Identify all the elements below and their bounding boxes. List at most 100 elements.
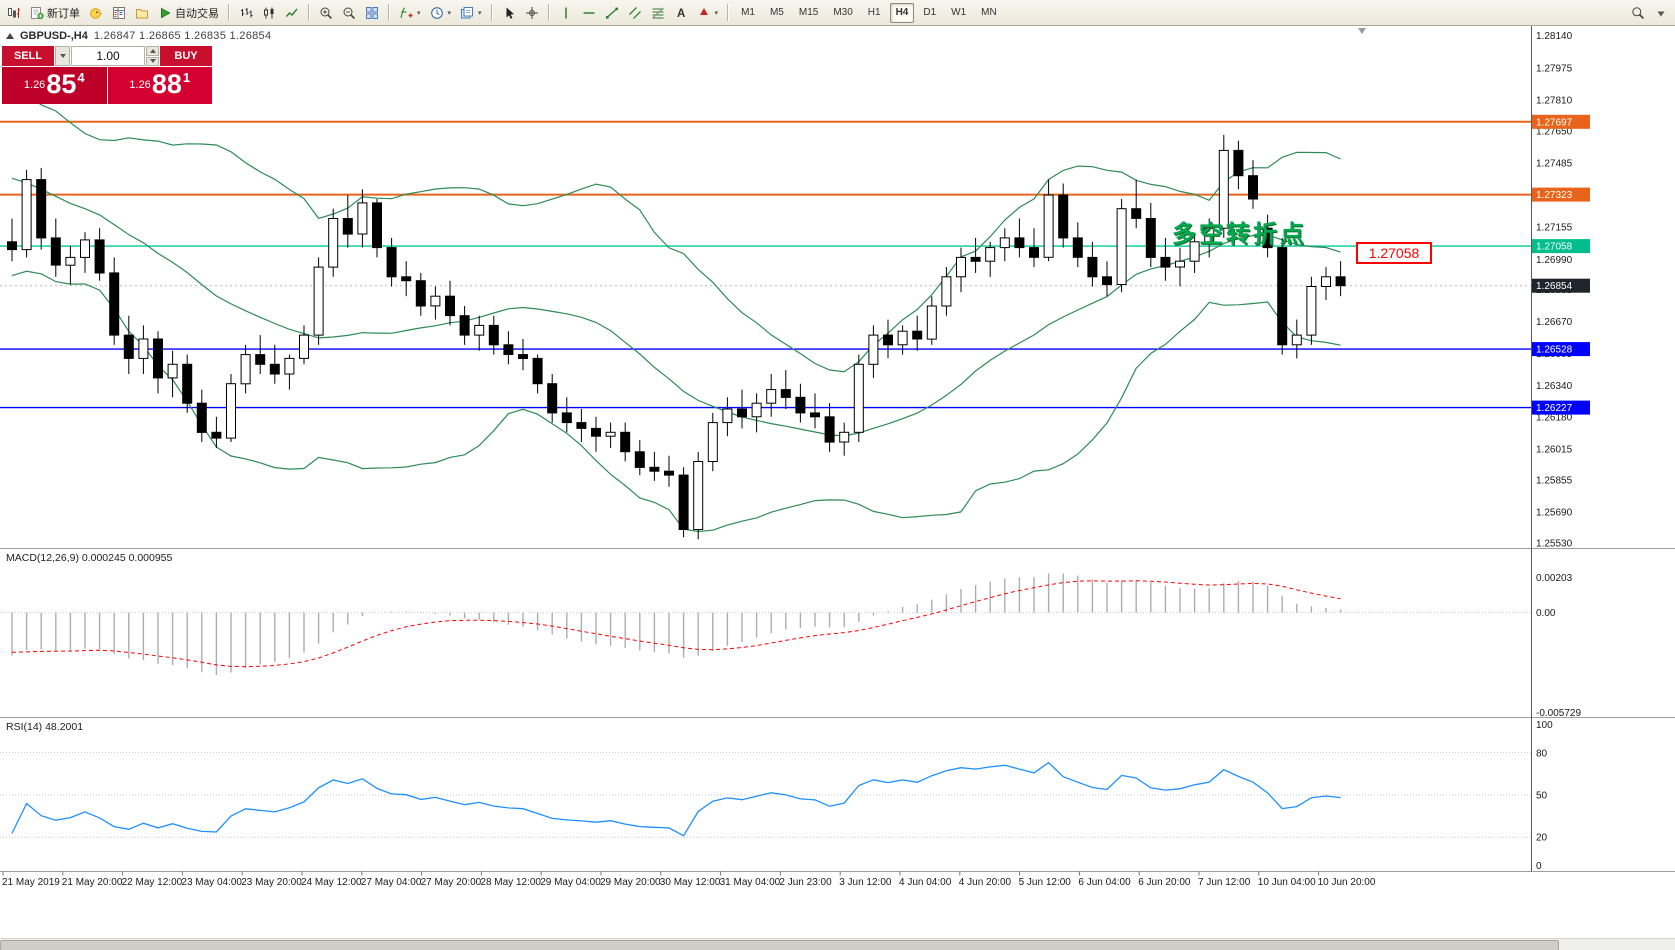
candles-layer xyxy=(7,134,1346,540)
cursor-button[interactable] xyxy=(498,1,520,25)
toolbar-separator xyxy=(727,4,730,21)
time-axis-label: 29 May 20:00 xyxy=(600,877,661,888)
chevron-down-icon xyxy=(59,54,66,58)
axis-price-label-1.27323 xyxy=(1532,187,1590,202)
quick-menu-button[interactable] xyxy=(1650,1,1672,25)
time-axis-label: 21 May 2019 xyxy=(2,877,60,888)
channel-button[interactable] xyxy=(624,1,646,25)
price-tick-label: 1.27155 xyxy=(1536,223,1573,234)
vline-icon xyxy=(564,7,567,18)
templates-button[interactable]: ▾ xyxy=(456,1,486,25)
timeframe-m30-button[interactable]: M30 xyxy=(833,7,853,18)
neworder-icon xyxy=(31,6,44,19)
timeframe-m5-button[interactable]: M5 xyxy=(769,7,784,18)
rsi-scale-label: 80 xyxy=(1536,748,1548,759)
navigator-button[interactable] xyxy=(131,1,153,25)
tile-icon xyxy=(366,6,378,19)
sell-price-box[interactable]: 1.26 85 4 xyxy=(2,67,107,104)
time-axis-label: 22 May 12:00 xyxy=(122,877,183,888)
time-axis-label: 30 May 12:00 xyxy=(660,877,721,888)
toolbar-separator xyxy=(490,4,493,21)
periods-button[interactable]: ▾ xyxy=(426,1,456,25)
chart-shift-marker[interactable] xyxy=(1358,28,1366,34)
price-tick-label: 1.25855 xyxy=(1536,476,1573,487)
navigator-icon xyxy=(136,8,148,18)
rsi-scale-label: 20 xyxy=(1536,833,1548,844)
price-tick-label: 1.25530 xyxy=(1536,539,1573,550)
timeframe-mn-button[interactable]: MN xyxy=(981,7,997,18)
new-chart-button[interactable] xyxy=(3,1,25,25)
chick-icon xyxy=(90,7,103,19)
axis-price-label-text: 1.27697 xyxy=(1536,117,1573,128)
timeframe-d1-button[interactable]: D1 xyxy=(923,7,937,18)
chart-text-annotation[interactable]: 多空转折点 xyxy=(1172,221,1307,248)
chart-window: 1.28140 1.27975 1.27810 1.27650 1.27485 1.273… xyxy=(0,26,1675,938)
rsi-panel xyxy=(0,752,1531,838)
rsi-scale-label: 50 xyxy=(1536,791,1548,802)
buy-price-big: 88 xyxy=(151,69,182,99)
volume-decrease-button[interactable] xyxy=(146,56,159,66)
bar-chart-mode-button[interactable] xyxy=(235,1,257,25)
chevron-up-icon xyxy=(149,48,156,53)
axis-price-label-text: 1.26227 xyxy=(1536,403,1573,414)
axis-price-label-1.27697 xyxy=(1532,114,1590,129)
horizontal-line-button[interactable] xyxy=(578,1,600,25)
search-button[interactable] xyxy=(1627,1,1649,25)
sell-button[interactable]: SELL xyxy=(2,46,54,66)
buy-price-sup: 1 xyxy=(182,70,191,85)
svg-text:A: A xyxy=(677,8,685,20)
rsi-indicator-label: RSI(14) 48.2001 xyxy=(6,721,84,733)
fibonacci-button[interactable] xyxy=(647,1,669,25)
time-axis-label: 31 May 04:00 xyxy=(720,877,781,888)
timeframe-h1-button[interactable]: H1 xyxy=(867,7,881,18)
volume-increase-button[interactable] xyxy=(146,46,159,56)
price-tick-label: 1.27650 xyxy=(1536,127,1573,138)
candlestick-mode-button[interactable] xyxy=(258,1,280,25)
arrow-objects-button[interactable]: ▾ xyxy=(693,1,723,25)
tile-windows-button[interactable] xyxy=(361,1,383,25)
time-axis-label: 2 Jun 23:00 xyxy=(779,877,832,888)
crosshair-icon xyxy=(525,6,538,19)
zoom-out-button[interactable] xyxy=(338,1,360,25)
timeframe-h4-button[interactable]: H4 xyxy=(889,2,915,23)
timeframe-m15-button[interactable]: M15 xyxy=(798,7,819,18)
scrollbar-thumb[interactable] xyxy=(0,940,1559,950)
toolbar-separator xyxy=(388,4,390,21)
volume-input[interactable]: 1.00 xyxy=(71,46,145,66)
time-axis-label: 21 May 20:00 xyxy=(62,877,123,888)
text-label-button[interactable]: A xyxy=(670,1,692,25)
indicators-button[interactable]: ▾ xyxy=(395,1,425,25)
fibo-icon xyxy=(651,7,664,18)
time-axis-label: 28 May 12:00 xyxy=(480,877,541,888)
timeframe-w1-button[interactable]: W1 xyxy=(951,7,967,18)
order-options-dropdown[interactable] xyxy=(55,46,70,66)
market-watch-button[interactable] xyxy=(108,1,130,25)
down-icon xyxy=(1657,11,1665,16)
time-axis-label: 6 Jun 20:00 xyxy=(1138,877,1191,888)
price-callout-box[interactable]: 1.27058 xyxy=(1356,242,1432,264)
price-tick-label: 1.26340 xyxy=(1536,381,1573,392)
mql5-community-button[interactable] xyxy=(85,1,107,25)
trendline-button[interactable] xyxy=(601,1,623,25)
linechart-icon xyxy=(285,8,298,17)
new-order-button[interactable]: 新订单 xyxy=(26,1,84,25)
search-icon xyxy=(1632,6,1645,19)
price-tick-label: 1.26670 xyxy=(1536,317,1573,328)
toolbar-separator xyxy=(547,4,550,21)
buy-price-box[interactable]: 1.26 88 1 xyxy=(107,67,212,104)
autotrading-button[interactable]: 自动交易 xyxy=(154,1,223,25)
time-axis-label: 27 May 04:00 xyxy=(361,877,422,888)
macd-signal-line xyxy=(11,580,1341,668)
crosshair-button[interactable] xyxy=(521,1,543,25)
buy-button[interactable]: BUY xyxy=(160,46,212,66)
vertical-line-button[interactable] xyxy=(555,1,577,25)
timeframe-m1-button[interactable]: M1 xyxy=(741,7,755,18)
line-chart-mode-button[interactable] xyxy=(281,1,303,25)
time-axis-label: 29 May 04:00 xyxy=(540,877,601,888)
zoom-in-button[interactable] xyxy=(315,1,337,25)
template-icon xyxy=(461,6,474,18)
horizontal-scrollbar[interactable] xyxy=(0,938,1675,950)
time-axis-label: 6 Jun 04:00 xyxy=(1078,877,1131,888)
price-tick-label: 1.26990 xyxy=(1536,255,1573,266)
chevron-down-icon: ▾ xyxy=(478,9,482,17)
